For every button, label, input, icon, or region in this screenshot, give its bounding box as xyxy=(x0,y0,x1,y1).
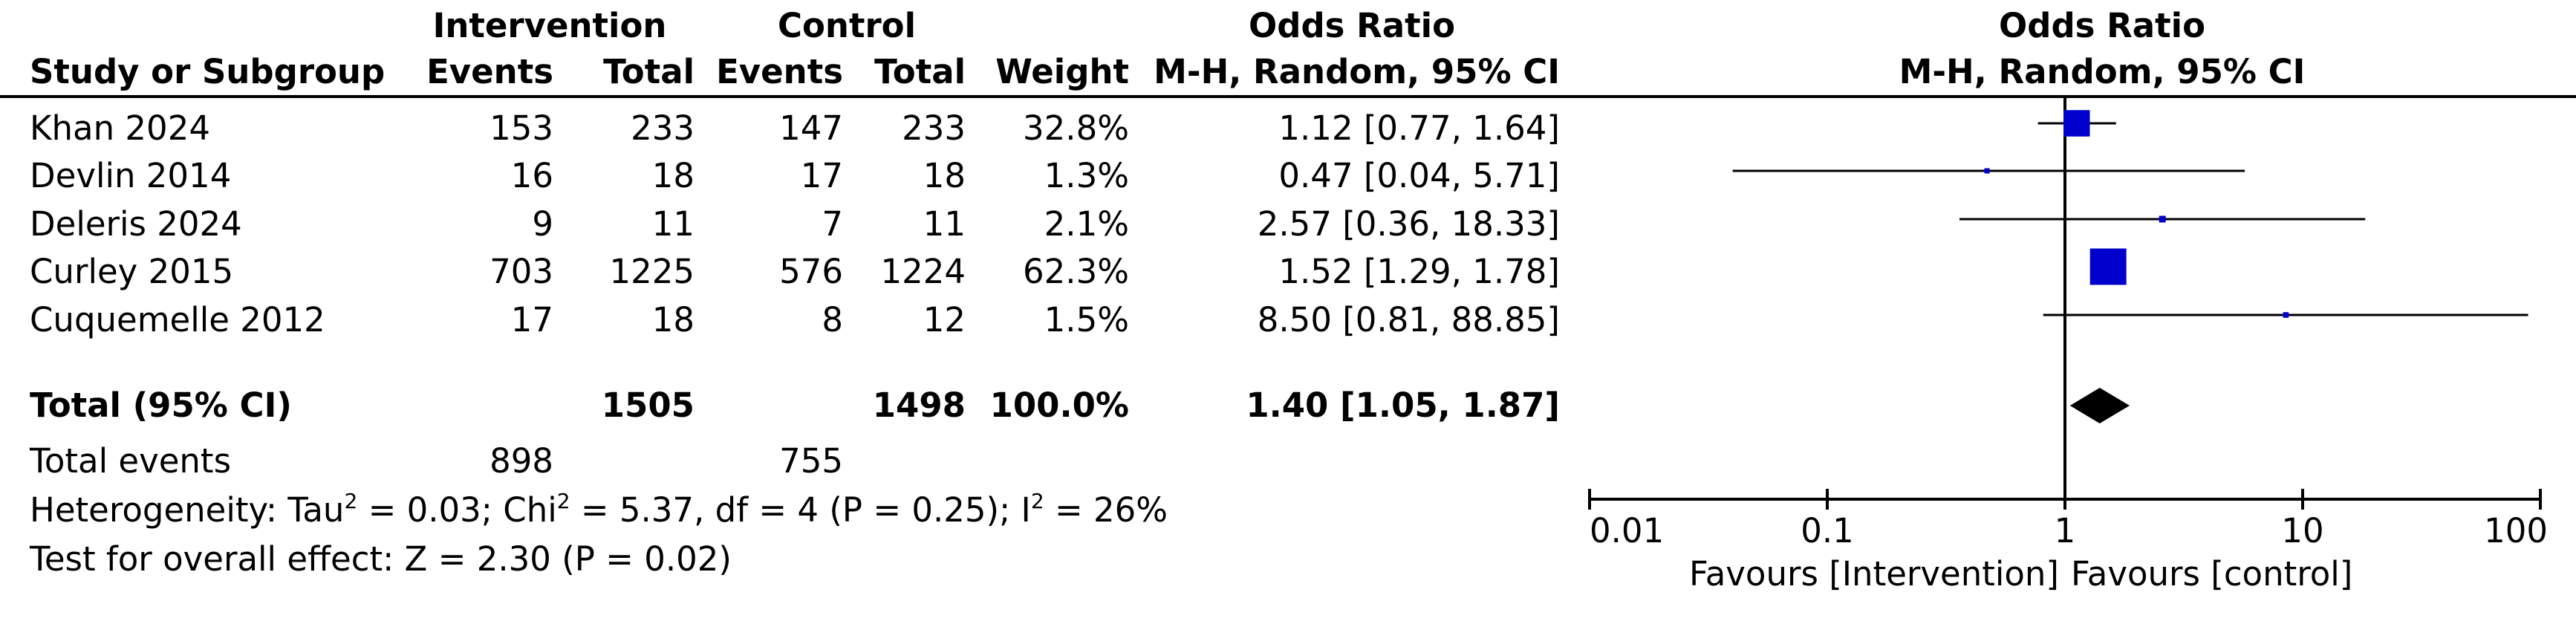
study-marker xyxy=(1984,168,1990,174)
total-events-label: Total events xyxy=(30,441,232,481)
study-int-total-cell: 18 xyxy=(651,156,695,195)
header-intervention: Intervention xyxy=(432,6,667,45)
header-method: M-H, Random, 95% CI xyxy=(1154,52,1560,91)
header-ctrl-total: Total xyxy=(874,52,966,91)
study-ctrl-total-cell: 12 xyxy=(923,300,966,339)
axis-tick-label: 0.01 xyxy=(1590,511,1664,550)
study-int-events-cell: 703 xyxy=(489,252,553,291)
study-int-total-cell: 18 xyxy=(651,300,695,339)
study-marker xyxy=(2159,215,2166,223)
axis-tick-label: 100 xyxy=(2484,511,2548,550)
total-ctrl-events: 755 xyxy=(779,441,843,481)
study-name-cell: Devlin 2014 xyxy=(30,156,232,195)
total-weight: 100.0% xyxy=(989,386,1129,425)
header-int-total: Total xyxy=(603,52,695,91)
header-plot-odds-ratio: Odds Ratio xyxy=(1999,6,2205,45)
study-marker xyxy=(2089,248,2127,285)
study-int-total-cell: 1225 xyxy=(609,252,695,291)
study-ci-cell: 8.50 [0.81, 88.85] xyxy=(1257,300,1560,339)
total-int-total: 1505 xyxy=(601,386,695,425)
study-name-cell: Curley 2015 xyxy=(30,252,234,291)
total-label: Total (95% CI) xyxy=(30,386,292,425)
header-odds-ratio: Odds Ratio xyxy=(1249,6,1455,45)
study-weight-cell: 2.1% xyxy=(1044,204,1129,244)
study-ci-cell: 1.12 [0.77, 1.64] xyxy=(1278,108,1560,148)
study-int-total-cell: 11 xyxy=(651,204,695,244)
study-int-events-cell: 16 xyxy=(510,156,553,195)
study-name-cell: Khan 2024 xyxy=(30,108,210,148)
axis-tick-label: 0.1 xyxy=(1801,511,1854,550)
study-weight-cell: 62.3% xyxy=(1023,252,1129,291)
study-ctrl-events-cell: 7 xyxy=(822,204,843,244)
study-ctrl-events-cell: 147 xyxy=(779,108,843,148)
study-int-total-cell: 233 xyxy=(631,108,695,148)
heterogeneity-text: Heterogeneity: Tau2 = 0.03; Chi2 = 5.37,… xyxy=(30,489,1168,530)
total-ci: 1.40 [1.05, 1.87] xyxy=(1246,386,1560,425)
header-study: Study or Subgroup xyxy=(30,52,386,91)
header-int-events: Events xyxy=(426,52,553,91)
favours-right-label: Favours [control] xyxy=(2071,554,2352,594)
study-name-cell: Cuquemelle 2012 xyxy=(30,300,325,339)
total-int-events: 898 xyxy=(489,441,553,481)
study-marker xyxy=(2283,312,2289,318)
header-plot-method: M-H, Random, 95% CI xyxy=(1899,52,2306,91)
study-ctrl-total-cell: 11 xyxy=(923,204,966,244)
study-int-events-cell: 17 xyxy=(510,300,553,339)
study-marker xyxy=(2063,110,2090,137)
study-weight-cell: 1.3% xyxy=(1044,156,1129,195)
study-ci-cell: 2.57 [0.36, 18.33] xyxy=(1257,204,1560,244)
header-control: Control xyxy=(777,6,917,45)
study-ctrl-total-cell: 18 xyxy=(923,156,966,195)
study-ci-cell: 0.47 [0.04, 5.71] xyxy=(1278,156,1560,195)
axis-tick-label: 1 xyxy=(2055,511,2076,550)
study-ctrl-events-cell: 17 xyxy=(800,156,843,195)
pooled-diamond xyxy=(2069,388,2130,423)
study-ctrl-total-cell: 1224 xyxy=(880,252,966,291)
study-ctrl-total-cell: 233 xyxy=(902,108,966,148)
study-int-events-cell: 9 xyxy=(532,204,553,244)
study-ctrl-events-cell: 576 xyxy=(779,252,843,291)
header-weight: Weight xyxy=(995,52,1129,91)
study-weight-cell: 32.8% xyxy=(1023,108,1129,148)
study-name-cell: Deleris 2024 xyxy=(30,204,242,244)
header-ctrl-events: Events xyxy=(716,52,843,91)
total-ctrl-total: 1498 xyxy=(872,386,966,425)
favours-left-label: Favours [Intervention] xyxy=(1689,554,2059,594)
axis-tick-label: 10 xyxy=(2281,511,2323,550)
study-weight-cell: 1.5% xyxy=(1044,300,1129,339)
study-ctrl-events-cell: 8 xyxy=(822,300,843,339)
study-int-events-cell: 153 xyxy=(489,108,553,148)
overall-effect-text: Test for overall effect: Z = 2.30 (P = 0… xyxy=(30,539,732,579)
study-ci-cell: 1.52 [1.29, 1.78] xyxy=(1278,252,1560,291)
